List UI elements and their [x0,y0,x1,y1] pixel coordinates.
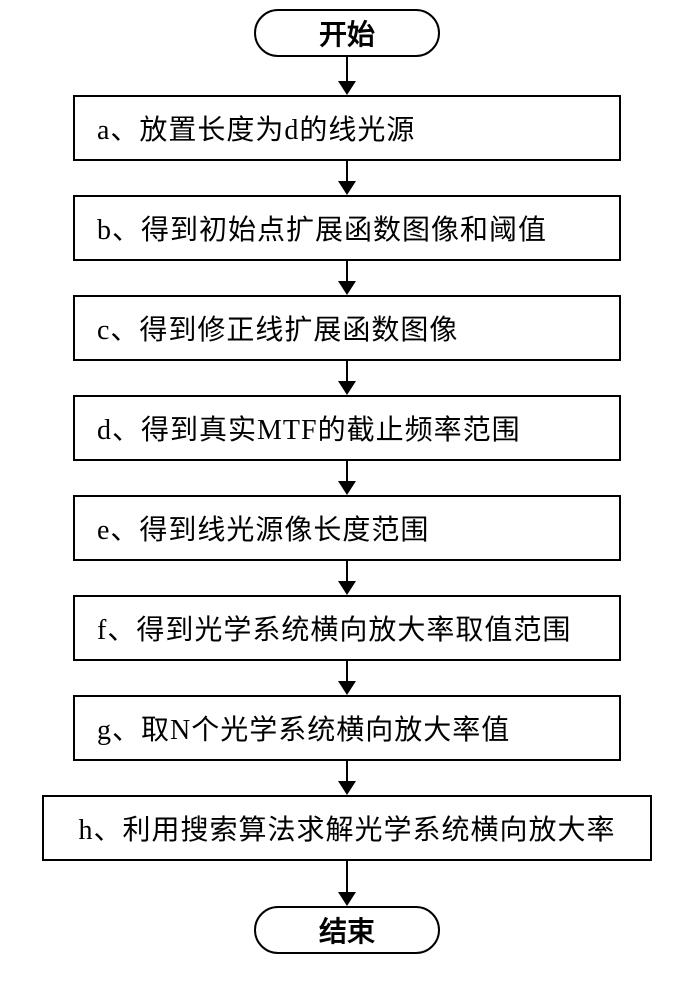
arrow-head-icon [338,381,356,395]
edge [346,661,348,681]
step-d: d、得到真实MTF的截止频率范围 [73,395,621,461]
step-b: b、得到初始点扩展函数图像和阈值 [73,195,621,261]
edge [346,461,348,481]
step-f: f、得到光学系统横向放大率取值范围 [73,595,621,661]
arrow-head-icon [338,281,356,295]
step-a-label: a、放置长度为d的线光源 [97,108,415,148]
edge [346,761,348,781]
edge [346,861,348,892]
edge [346,161,348,181]
edge [346,361,348,381]
step-g: g、取N个光学系统横向放大率值 [73,695,621,761]
arrow-head-icon [338,781,356,795]
terminator-end-label: 结束 [319,910,375,950]
step-e: e、得到线光源像长度范围 [73,495,621,561]
step-g-label: g、取N个光学系统横向放大率值 [97,708,510,748]
step-e-label: e、得到线光源像长度范围 [97,508,429,548]
step-d-label: d、得到真实MTF的截止频率范围 [97,408,521,448]
arrow-head-icon [338,481,356,495]
edge [346,261,348,281]
edge [346,57,348,81]
arrow-head-icon [338,181,356,195]
step-h: h、利用搜索算法求解光学系统横向放大率 [42,795,652,861]
arrow-head-icon [338,681,356,695]
step-a: a、放置长度为d的线光源 [73,95,621,161]
arrow-head-icon [338,581,356,595]
arrow-head-icon [338,81,356,95]
terminator-end: 结束 [254,906,440,954]
step-f-label: f、得到光学系统横向放大率取值范围 [97,608,571,648]
step-h-label: h、利用搜索算法求解光学系统横向放大率 [78,808,615,848]
step-c: c、得到修正线扩展函数图像 [73,295,621,361]
terminator-start-label: 开始 [319,13,375,53]
step-c-label: c、得到修正线扩展函数图像 [97,308,458,348]
edge [346,561,348,581]
arrow-head-icon [338,892,356,906]
step-b-label: b、得到初始点扩展函数图像和阈值 [97,208,547,248]
terminator-start: 开始 [254,9,440,57]
flowchart-canvas: 开始 a、放置长度为d的线光源 b、得到初始点扩展函数图像和阈值 c、得到修正线… [0,0,694,1000]
